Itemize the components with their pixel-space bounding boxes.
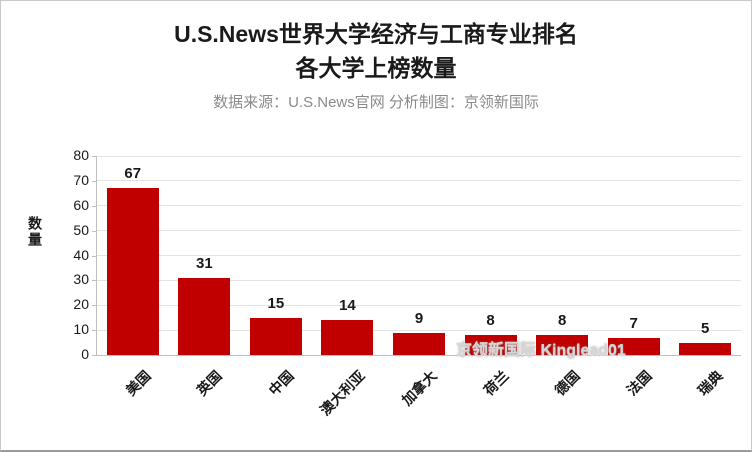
bar-英国 (178, 277, 231, 355)
bar-value-label: 31 (195, 254, 213, 272)
y-tick-mark (92, 156, 97, 157)
y-tick-label: 30 (73, 271, 89, 288)
bar-value-label: 7 (629, 314, 638, 332)
gridline (97, 304, 741, 306)
plot-area: 0 10 20 30 40 50 60 70 80 67 美国 31 英国 15 中国 14 澳大利亚 9 加拿大 8… (73, 147, 741, 418)
chart-title-line1: U.S.News世界大学经济与工商专业排名 (174, 21, 578, 47)
x-tick-label: 英国 (193, 367, 226, 399)
bar-value-label: 15 (267, 294, 285, 312)
y-tick-mark (92, 330, 97, 332)
bar-value-label: 8 (486, 312, 495, 330)
y-tick-mark (92, 230, 97, 232)
bar-value-label: 9 (414, 309, 424, 327)
chart-subtitle: 数据来源：U.S.News官网 分析制图：京领新国际 (213, 94, 539, 111)
x-tick-label: 法国 (623, 367, 655, 399)
y-tick-label: 70 (73, 171, 89, 188)
x-tick-label: 德国 (551, 367, 583, 399)
y-tick-label: 50 (73, 221, 89, 238)
y-tick-mark (92, 305, 97, 307)
bar-德国 (536, 335, 589, 355)
x-tick-label: 澳大利亚 (317, 367, 369, 419)
bar-value-label: 5 (701, 319, 710, 337)
bar-瑞典 (679, 342, 732, 355)
x-tick-label: 瑞典 (694, 367, 726, 399)
y-axis-title: 数量 (27, 216, 43, 248)
bar-value-label: 8 (557, 312, 567, 330)
y-tick-mark (92, 355, 97, 356)
gridline (97, 205, 741, 207)
gridline (97, 230, 741, 232)
gridline (97, 255, 741, 256)
y-tick-label: 80 (73, 147, 89, 163)
x-tick-label: 加拿大 (398, 367, 440, 409)
bar-法国 (607, 337, 660, 355)
y-tick-label: 0 (81, 346, 89, 362)
gridline (97, 279, 741, 281)
y-tick-label: 10 (73, 321, 89, 338)
y-tick-mark (92, 280, 97, 282)
bar-澳大利亚 (321, 320, 374, 355)
bar-美国 (106, 188, 159, 355)
gridline (97, 329, 741, 331)
bar-加拿大 (393, 332, 445, 355)
y-tick-label: 40 (73, 246, 89, 263)
y-tick-mark (92, 205, 97, 207)
y-tick-mark (92, 180, 97, 182)
x-tick-label: 荷兰 (480, 367, 512, 399)
y-tick-label: 20 (73, 296, 89, 313)
watermark-text: 京领新国际 Kinglead01 (456, 342, 626, 359)
gridline (97, 155, 741, 157)
gridline (97, 180, 741, 182)
bar-中国 (249, 317, 302, 355)
chart-title-line2: 各大学上榜数量 (295, 55, 457, 81)
title-block: U.S.News世界大学经济与工商专业排名 各大学上榜数量 数据来源：U.S.N… (1, 1, 751, 112)
y-tick-mark (92, 255, 97, 257)
bar-value-label: 14 (339, 297, 356, 315)
y-tick-label: 60 (73, 196, 89, 213)
bar-荷兰 (464, 335, 517, 355)
x-tick-label: 美国 (122, 367, 154, 399)
bar-value-label: 67 (124, 165, 142, 183)
x-tick-label: 中国 (265, 367, 297, 399)
